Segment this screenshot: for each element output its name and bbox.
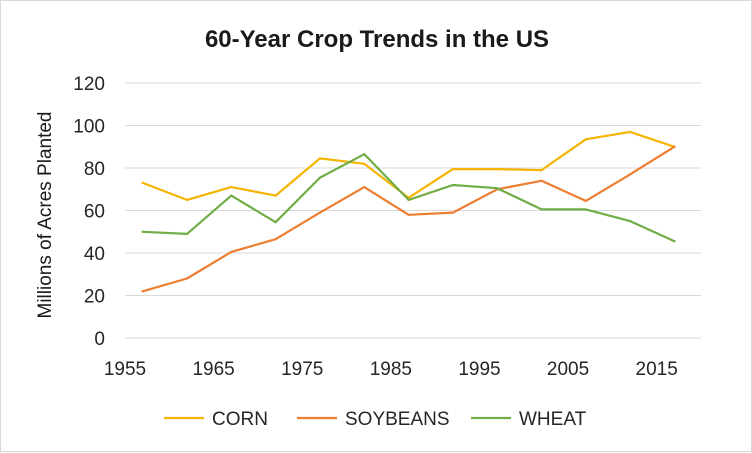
data-point-corn bbox=[230, 186, 233, 189]
data-point-wheat bbox=[185, 232, 189, 235]
data-point-wheat bbox=[274, 221, 277, 224]
data-point-soybeans bbox=[584, 199, 587, 203]
x-tick-label: 2015 bbox=[636, 359, 678, 380]
x-tick-label: 2005 bbox=[547, 359, 589, 380]
series-lines bbox=[141, 130, 676, 293]
data-point-soybeans bbox=[274, 238, 277, 241]
data-point-corn bbox=[540, 169, 543, 172]
data-point-wheat bbox=[540, 208, 543, 211]
legend: CORN SOYBEANS WHEAT bbox=[164, 409, 587, 430]
data-point-wheat bbox=[363, 153, 366, 156]
x-tick-label: 1985 bbox=[370, 359, 412, 380]
chart-title: 60-Year Crop Trends in the US bbox=[205, 26, 549, 53]
data-point-soybeans bbox=[451, 211, 454, 214]
y-tick-label: 40 bbox=[84, 244, 105, 265]
data-point-soybeans bbox=[540, 179, 543, 182]
series-line-corn bbox=[141, 130, 676, 201]
data-point-corn bbox=[185, 198, 189, 201]
x-tick-label: 1965 bbox=[192, 359, 234, 380]
data-point-corn bbox=[318, 157, 322, 160]
x-axis-ticks: 1955 1965 1975 1985 1995 2005 2015 bbox=[104, 359, 678, 380]
grid bbox=[125, 82, 701, 339]
y-axis-ticks: 0 20 40 60 80 100 120 bbox=[73, 74, 105, 350]
data-point-wheat bbox=[141, 230, 144, 233]
legend-item-wheat: WHEAT bbox=[471, 409, 587, 430]
data-point-wheat bbox=[451, 183, 454, 187]
data-point-soybeans bbox=[185, 277, 189, 280]
legend-item-corn: CORN bbox=[164, 409, 268, 430]
y-tick-label: 20 bbox=[84, 287, 105, 308]
data-point-soybeans bbox=[673, 145, 676, 148]
data-point-soybeans bbox=[230, 250, 233, 254]
data-point-wheat bbox=[318, 176, 322, 179]
data-point-corn bbox=[363, 162, 366, 165]
data-point-soybeans bbox=[407, 213, 410, 216]
x-tick-label: 1975 bbox=[281, 359, 323, 380]
data-point-corn bbox=[274, 194, 277, 197]
x-tick-label: 1955 bbox=[104, 359, 146, 380]
x-tick-label: 1995 bbox=[458, 359, 500, 380]
y-tick-label: 120 bbox=[73, 74, 105, 95]
data-point-wheat bbox=[673, 240, 676, 243]
data-point-soybeans bbox=[141, 290, 144, 293]
data-point-corn bbox=[451, 167, 454, 171]
data-point-wheat bbox=[230, 194, 233, 197]
data-point-corn bbox=[584, 138, 587, 141]
y-tick-label: 80 bbox=[84, 159, 105, 180]
legend-label: WHEAT bbox=[519, 409, 587, 430]
data-point-soybeans bbox=[629, 173, 632, 176]
y-tick-label: 100 bbox=[73, 117, 105, 138]
legend-item-soybeans: SOYBEANS bbox=[297, 409, 450, 430]
data-point-corn bbox=[496, 167, 499, 171]
y-tick-label: 60 bbox=[84, 202, 105, 223]
legend-label: CORN bbox=[212, 409, 268, 430]
data-point-wheat bbox=[407, 198, 410, 201]
data-point-wheat bbox=[629, 220, 632, 223]
y-axis-label: Millions of Acres Planted bbox=[35, 112, 56, 319]
legend-label: SOYBEANS bbox=[345, 409, 450, 430]
data-point-soybeans bbox=[318, 211, 322, 214]
data-point-corn bbox=[141, 181, 144, 184]
data-point-soybeans bbox=[363, 186, 366, 189]
data-point-wheat bbox=[584, 208, 587, 211]
y-tick-label: 0 bbox=[94, 329, 105, 350]
data-point-wheat bbox=[496, 187, 499, 190]
data-point-corn bbox=[629, 130, 632, 133]
